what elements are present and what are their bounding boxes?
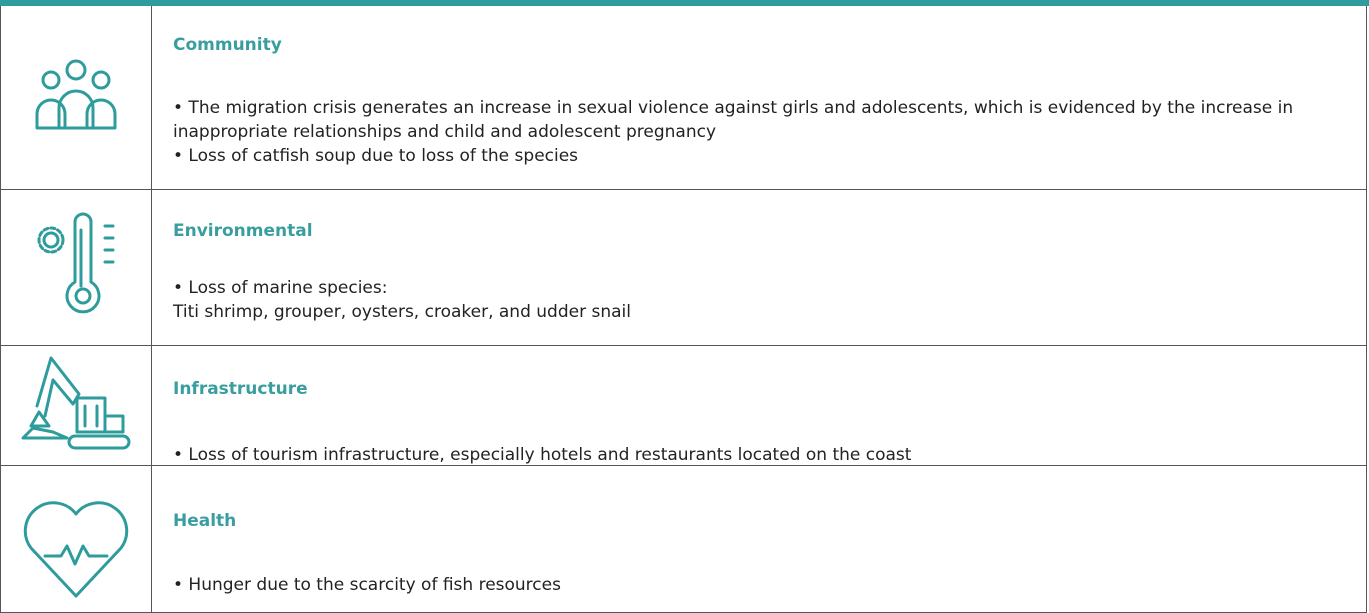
community-icon: [35, 59, 117, 130]
row-item: • Loss of catfish soup due to loss of th…: [173, 146, 579, 166]
row-item: • Loss of tourism infrastructure, especi…: [173, 445, 912, 465]
row-title: Community: [173, 35, 282, 55]
icon-cell: [1, 346, 152, 465]
infrastructure-icon: [21, 356, 131, 450]
row-title: Infrastructure: [173, 379, 308, 399]
row: Community • The migration crisis generat…: [0, 6, 1367, 190]
row-body: • Loss of tourism infrastructure, especi…: [173, 443, 1346, 467]
row-title: Environmental: [173, 221, 313, 241]
icon-cell: [1, 6, 152, 189]
icon-cell: [1, 466, 152, 612]
environment-icon: [37, 212, 115, 314]
row-item: Titi shrimp, grouper, oysters, croaker, …: [173, 302, 631, 322]
row-item: • The migration crisis generates an incr…: [173, 98, 1294, 142]
row: Environmental • Loss of marine species: …: [0, 190, 1367, 346]
row-body: • The migration crisis generates an incr…: [173, 96, 1346, 168]
health-icon: [23, 501, 129, 598]
row: Health • Hunger due to the scarcity of f…: [0, 466, 1367, 613]
row-title: Health: [173, 511, 237, 531]
row-body: • Hunger due to the scarcity of fish res…: [173, 573, 1346, 597]
row: Infrastructure • Loss of tourism infrast…: [0, 346, 1367, 466]
row-item: • Loss of marine species:: [173, 278, 388, 298]
row-item: • Hunger due to the scarcity of fish res…: [173, 575, 561, 595]
row-body: • Loss of marine species: Titi shrimp, g…: [173, 276, 1346, 324]
icon-cell: [1, 190, 152, 345]
top-bar: [0, 0, 1369, 6]
